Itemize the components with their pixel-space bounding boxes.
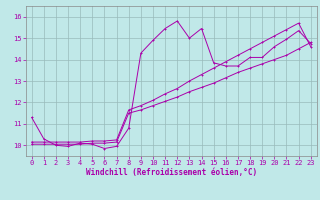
- X-axis label: Windchill (Refroidissement éolien,°C): Windchill (Refroidissement éolien,°C): [86, 168, 257, 177]
